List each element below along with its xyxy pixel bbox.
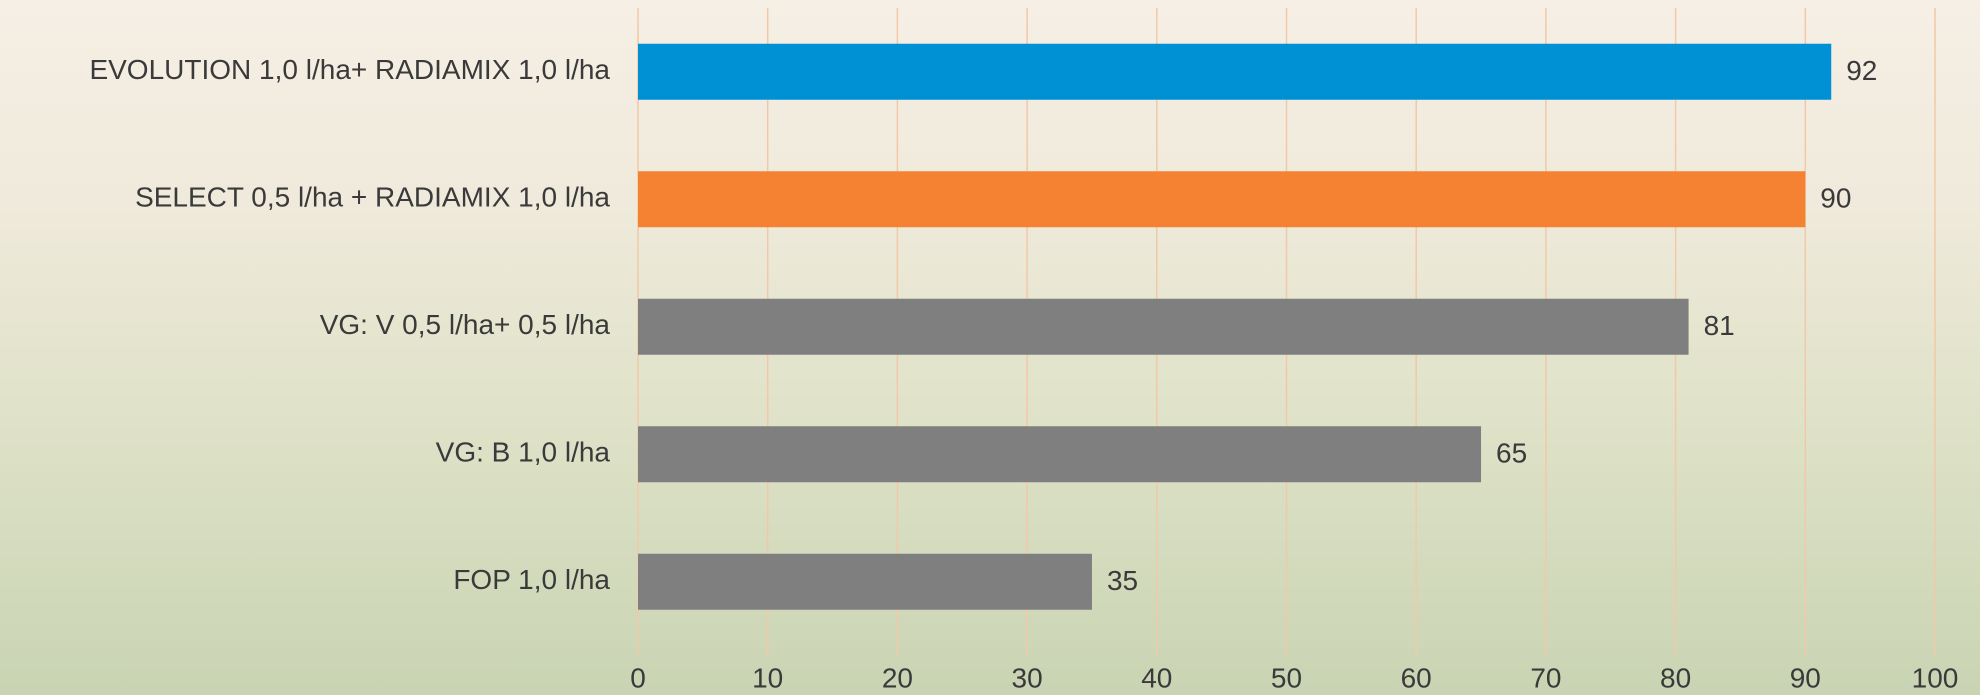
data-label: 81 xyxy=(1704,310,1735,341)
x-tick-label: 80 xyxy=(1660,662,1691,693)
x-tick-label: 10 xyxy=(752,662,783,693)
data-label: 90 xyxy=(1820,183,1851,214)
x-tick-label: 30 xyxy=(1012,662,1043,693)
bar xyxy=(638,298,1689,355)
x-tick-label: 60 xyxy=(1401,662,1432,693)
bar xyxy=(638,426,1482,483)
bar xyxy=(638,171,1806,228)
x-tick-label: 40 xyxy=(1141,662,1172,693)
x-tick-label: 50 xyxy=(1271,662,1302,693)
y-tick-label: VG: V 0,5 l/ha+ 0,5 l/ha xyxy=(320,309,611,340)
y-tick-label: FOP 1,0 l/ha xyxy=(453,564,610,595)
y-tick-label: SELECT 0,5 l/ha + RADIAMIX 1,0 l/ha xyxy=(135,182,610,213)
x-tick-label: 100 xyxy=(1912,662,1959,693)
x-tick-label: 90 xyxy=(1790,662,1821,693)
x-tick-label: 0 xyxy=(630,662,646,693)
bar xyxy=(638,553,1092,610)
x-tick-label: 20 xyxy=(882,662,913,693)
bar xyxy=(638,43,1832,100)
data-label: 92 xyxy=(1846,55,1877,86)
x-tick-label: 70 xyxy=(1530,662,1561,693)
y-tick-label: EVOLUTION 1,0 l/ha+ RADIAMIX 1,0 l/ha xyxy=(89,54,610,85)
data-label: 35 xyxy=(1107,565,1138,596)
data-label: 65 xyxy=(1496,438,1527,469)
y-tick-label: VG: B 1,0 l/ha xyxy=(436,437,611,468)
